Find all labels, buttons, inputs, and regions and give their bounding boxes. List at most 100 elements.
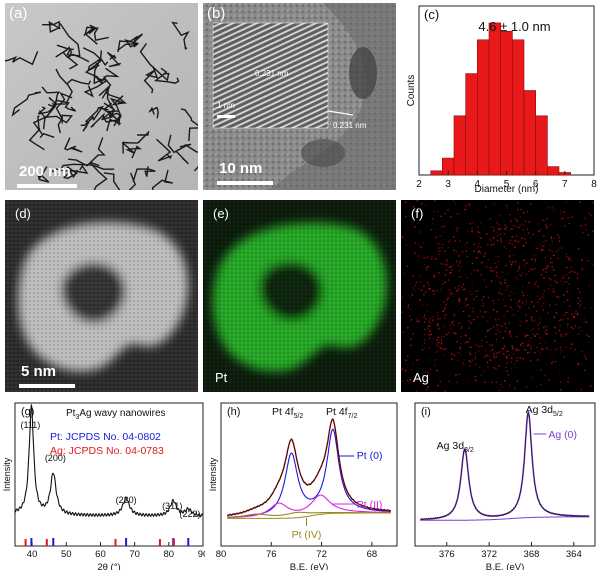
peak-label: (222): [180, 509, 201, 519]
inset-scalebar-label: 1 nm: [217, 101, 235, 110]
ag-reference-label: Ag: JCPDS No. 04-0783: [50, 445, 164, 457]
nanowire: [179, 143, 198, 172]
panel-e-pt-map: (e) Pt: [203, 200, 396, 392]
diameter-histogram-chart: 2 3 4 5 6 7 8 Diameter (nm) Counts 4.6 ± 1.0 nm: [406, 5, 597, 195]
nanowire: [180, 108, 198, 142]
panel-label: (b): [207, 5, 226, 22]
nanowire: [101, 86, 116, 121]
nanowire: [63, 137, 83, 153]
nanowire: [154, 67, 180, 84]
histogram-bar: [477, 39, 490, 176]
nanowire: [151, 169, 173, 190]
x-tick-label: 368: [524, 549, 540, 560]
nanowire: [32, 113, 55, 139]
scalebar-label: 10 nm: [219, 160, 263, 177]
nanowire: [55, 68, 92, 85]
x-tick-label: 7: [562, 179, 568, 190]
x-tick-label: 3: [445, 179, 451, 190]
panel-label: (i): [421, 406, 431, 418]
plot-frame: [414, 402, 596, 547]
panel-label: (g): [21, 406, 34, 418]
panel-f-ag-map: (f) Ag: [401, 200, 594, 392]
ag-elemental-map: [401, 200, 594, 392]
scalebar-line: [19, 384, 75, 388]
pt0-label: Pt (0): [357, 450, 383, 462]
nanowire: [156, 138, 173, 162]
x-axis-label: Diameter (nm): [475, 184, 539, 195]
scalebar-line: [17, 184, 77, 188]
nanowire: [49, 99, 77, 113]
nanowire: [80, 105, 105, 126]
nanowire: [139, 42, 170, 82]
nanowire: [132, 166, 156, 182]
plot-frame: [220, 402, 398, 547]
x-axis-label: B.E. (eV): [290, 562, 329, 570]
histogram-bar: [453, 115, 466, 176]
panel-d-haadf-image: (d) 5 nm: [5, 200, 198, 392]
ag0-label: Ag (0): [548, 429, 577, 441]
hrtem-lattice-image: [203, 3, 396, 190]
nanowire: [5, 51, 39, 66]
panel-label: (d): [15, 206, 31, 221]
x-tick-label: 5: [504, 179, 510, 190]
xps-pt4f-chart: 80 76 72 68B.E. (eV)Intensity(h) Pt 4f5/2 Pt …: [208, 402, 398, 570]
x-axis-label: B.E. (eV): [486, 562, 525, 570]
nanowire: [37, 166, 50, 183]
raw-spectrum: [227, 417, 391, 517]
peak-label: (311): [162, 501, 182, 511]
peak-label: (220): [116, 495, 137, 505]
element-label: Ag: [413, 370, 429, 385]
x-tick-label: 376: [439, 549, 455, 560]
xrd-curve: [14, 404, 204, 518]
nanowire: [122, 130, 150, 154]
nanowire: [37, 96, 58, 115]
panel-g-xrd: 40 50 60 70 80 90 2θ (°) Intensity (111) (200) (22…: [0, 398, 205, 570]
histogram-bar: [535, 115, 548, 176]
lattice-spacing-label: 0.231 nm: [333, 121, 367, 130]
peak-label: (200): [45, 453, 66, 463]
x-tick-label: 60: [95, 549, 106, 560]
histogram-bar: [488, 22, 501, 176]
fit-component: [227, 511, 391, 518]
scalebar-line: [217, 181, 273, 185]
ptii-label: Pt (II): [357, 499, 383, 511]
x-tick-label: 372: [481, 549, 497, 560]
pt-reference-label: Pt: JCPDS No. 04-0802: [50, 431, 161, 443]
nanowire: [59, 23, 81, 57]
xrd-pattern-chart: 40 50 60 70 80 90 2θ (°) Intensity (111) (200) (22…: [2, 402, 205, 570]
nanowire: [11, 91, 42, 117]
panel-label: (c): [424, 7, 440, 22]
nanowire: [55, 91, 73, 134]
nanowire: [57, 163, 115, 176]
mean-diameter-annotation: 4.6 ± 1.0 nm: [478, 19, 550, 34]
element-label: Pt: [215, 370, 228, 385]
nanowire: [171, 21, 190, 51]
scalebar-label: 5 nm: [21, 363, 57, 380]
panel-label: (f): [411, 206, 424, 221]
x-tick-label: 8: [591, 179, 597, 190]
nanowire: [87, 57, 109, 72]
nanowire: [90, 112, 122, 128]
histogram-bar: [547, 166, 560, 176]
lattice-spacing-label: 0.231 nm: [255, 69, 289, 78]
nanowire: [93, 50, 112, 97]
nanowire: [109, 95, 124, 127]
x-tick-label: 72: [316, 549, 327, 560]
panel-a-tem-image: (a) 200 nm: [5, 3, 198, 190]
y-axis-label: Counts: [406, 75, 417, 107]
panel-h-xps-pt: 80 76 72 68 B.E. (eV) Intensity (h) Pt 4f5/2 Pt …: [205, 398, 403, 570]
pt-elemental-map: [203, 200, 396, 392]
panel-c-histogram: 2 3 4 5 6 7 8 Diameter (nm) Counts 4.6 ± 1.0 nm (…: [402, 3, 598, 195]
x-tick-label: 364: [566, 549, 582, 560]
nanowire: [83, 76, 107, 98]
nanowire: [82, 47, 103, 78]
tem-nanowire-network-image: [5, 3, 198, 190]
nanowire: [28, 115, 45, 151]
x-tick-label: 80: [164, 549, 175, 560]
x-tick-label: 40: [27, 549, 38, 560]
haadf-stem-image: [5, 200, 198, 392]
nanowire: [89, 161, 108, 190]
x-tick-label: 68: [367, 549, 378, 560]
nanowire: [121, 141, 142, 159]
